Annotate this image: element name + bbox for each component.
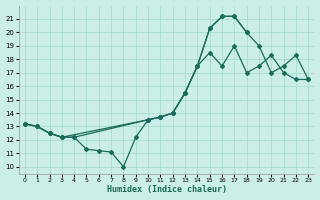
X-axis label: Humidex (Indice chaleur): Humidex (Indice chaleur) [107,185,227,194]
